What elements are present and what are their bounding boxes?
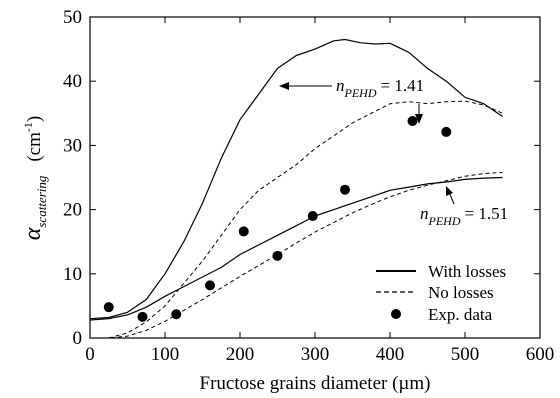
y-axis-title: αscattering (cm-1) (20, 116, 49, 240)
exp-data-point (272, 250, 283, 261)
legend: With losses No losses Exp. data (376, 262, 506, 324)
x-tick-label: 600 (526, 344, 555, 365)
exp-data-point (137, 311, 148, 322)
x-tick-label: 0 (85, 344, 95, 365)
series-line-upper-solid (89, 38, 503, 320)
annotation-upper-arrowhead (279, 82, 289, 90)
y-axis-title-unit-close: ) (24, 116, 45, 122)
series-layer (89, 38, 503, 339)
exp-data-point (205, 280, 215, 291)
x-tick-label: 100 (151, 344, 180, 365)
annotation-upper: nPEHD = 1.41 (279, 76, 424, 124)
exp-data-point (171, 309, 182, 320)
legend-with-losses-label: With losses (428, 262, 506, 281)
annotation-upper-arrowhead-2 (415, 114, 423, 124)
y-tick-label: 20 (63, 200, 82, 221)
y-axis-title-symbol: α (20, 227, 46, 240)
annotation-upper-n: n (336, 76, 345, 95)
exp-data-point (441, 126, 452, 137)
exp-data-point (307, 211, 318, 222)
x-tick-label: 300 (301, 344, 330, 365)
y-tick-label: 10 (63, 264, 82, 285)
y-axis-title-sub: scattering (34, 175, 49, 227)
exp-data-point (238, 226, 249, 237)
y-axis-title-unit-sup: -1 (21, 122, 35, 132)
annotation-lower-sub: PEHD (428, 214, 461, 228)
y-tick-label: 0 (73, 328, 83, 349)
y-tick-label: 50 (63, 7, 82, 28)
y-axis-ticks: 0 10 20 30 40 50 (63, 7, 540, 349)
y-axis-title-unit: (cm (24, 132, 45, 162)
y-tick-label: 30 (63, 135, 82, 156)
annotation-lower-n: n (420, 204, 429, 223)
exp-data-points (103, 116, 452, 322)
legend-exp-data-marker (391, 309, 401, 319)
series-line-upper-dashed (108, 100, 503, 339)
svg-text:nPEHD= 1.41: nPEHD = 1.41 (336, 76, 424, 100)
exp-data-point (407, 116, 418, 127)
annotation-lower-value: = 1.51 (465, 204, 509, 223)
x-tick-label: 200 (226, 344, 255, 365)
legend-exp-data-label: Exp. data (428, 305, 493, 324)
svg-text:nPEHD= 1.51: nPEHD = 1.51 (420, 204, 508, 228)
exp-data-point (103, 302, 114, 313)
x-axis-title: Fructose grains diameter (µm) (200, 373, 431, 394)
annotation-upper-sub: PEHD (344, 86, 377, 100)
y-tick-label: 40 (63, 71, 82, 92)
annotation-upper-value: = 1.41 (381, 76, 425, 95)
annotation-lower: nPEHD = 1.51 (420, 186, 508, 228)
x-axis-ticks: 0 100 200 300 400 500 600 (85, 17, 554, 365)
svg-text:αscattering(cm-1): αscattering (cm-1) (20, 116, 49, 240)
series-line-lower-dashed (90, 171, 503, 339)
x-tick-label: 400 (376, 344, 405, 365)
exp-data-point (340, 184, 350, 195)
annotation-lower-arrowhead (446, 186, 453, 196)
x-tick-label: 500 (451, 344, 480, 365)
legend-no-losses-label: No losses (428, 283, 494, 302)
